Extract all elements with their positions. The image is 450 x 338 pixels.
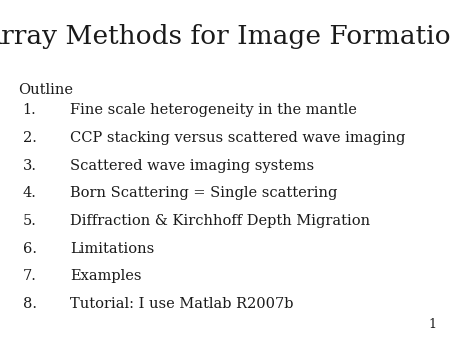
Text: Array Methods for Image Formation: Array Methods for Image Formation (0, 24, 450, 49)
Text: 5.: 5. (22, 214, 36, 228)
Text: Outline: Outline (18, 83, 73, 97)
Text: 3.: 3. (22, 159, 36, 172)
Text: Diffraction & Kirchhoff Depth Migration: Diffraction & Kirchhoff Depth Migration (70, 214, 370, 228)
Text: Limitations: Limitations (70, 242, 154, 256)
Text: 2.: 2. (22, 131, 36, 145)
Text: 8.: 8. (22, 297, 36, 311)
Text: Fine scale heterogeneity in the mantle: Fine scale heterogeneity in the mantle (70, 103, 356, 117)
Text: 1: 1 (428, 318, 436, 331)
Text: Scattered wave imaging systems: Scattered wave imaging systems (70, 159, 314, 172)
Text: Tutorial: I use Matlab R2007b: Tutorial: I use Matlab R2007b (70, 297, 293, 311)
Text: Born Scattering = Single scattering: Born Scattering = Single scattering (70, 186, 337, 200)
Text: 1.: 1. (22, 103, 36, 117)
Text: 4.: 4. (22, 186, 36, 200)
Text: 7.: 7. (22, 269, 36, 283)
Text: CCP stacking versus scattered wave imaging: CCP stacking versus scattered wave imagi… (70, 131, 405, 145)
Text: 6.: 6. (22, 242, 36, 256)
Text: Examples: Examples (70, 269, 141, 283)
